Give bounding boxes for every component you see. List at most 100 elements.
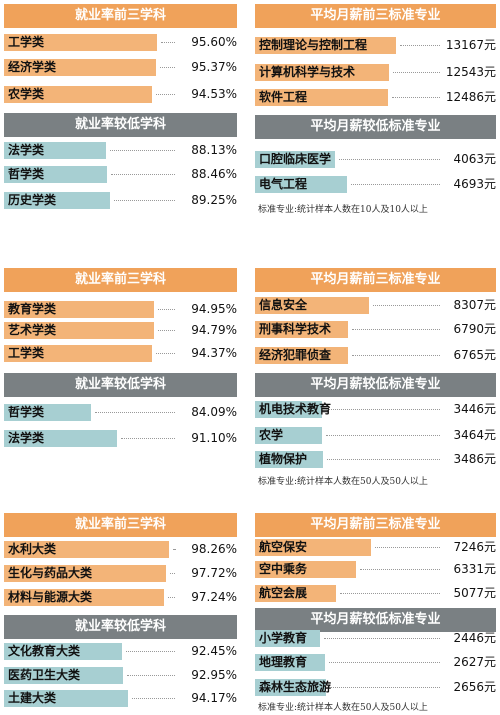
panel-3-leader-dots [339, 159, 440, 160]
panel-11-value-label: 2656元 [453, 680, 496, 694]
panel-8-value-label: 97.72% [191, 566, 237, 580]
panel-10-bar [255, 561, 356, 578]
panel-11-category-label: 森林生态旅游 [259, 680, 332, 694]
panel-3-row: 电气工程 4693元 [255, 176, 496, 193]
panel-4-title: 就业率前三学科 [4, 268, 237, 292]
panel-2-category-label: 计算机科学与技术 [259, 65, 356, 79]
panel-3-leader-dots [351, 184, 440, 185]
panel-9-leader-dots [132, 698, 175, 699]
panel-4-row: 教育学类 94.95% [4, 301, 237, 318]
panel-1-category-label: 历史学类 [8, 193, 57, 207]
panel-10-value-label: 6331元 [453, 562, 496, 576]
panel-2-leader-dots [392, 97, 440, 98]
panel-5-row: 法学类 91.10% [4, 430, 237, 447]
panel-9-bar [4, 690, 128, 707]
panel-2-category-label: 控制理论与控制工程 [259, 38, 368, 52]
panel-8-category-label: 水利大类 [8, 542, 57, 556]
panel-4-bar [4, 322, 154, 339]
panel-4-bar [4, 301, 154, 318]
panel-8-row: 生化与药品大类 97.72% [4, 565, 237, 582]
panel-8-bar [4, 541, 169, 558]
panel-0-bar [4, 86, 152, 103]
panel-8-bar [4, 565, 166, 582]
panel-2-bar [255, 64, 389, 81]
panel-10-row: 航空保安 7246元 [255, 539, 496, 556]
panel-0-bar [4, 59, 156, 76]
panel-9-category-label: 土建大类 [8, 691, 57, 705]
panel-5-title: 就业率较低学科 [4, 373, 237, 397]
panel-6-value-label: 6790元 [453, 322, 496, 336]
panel-0-row: 农学类 94.53% [4, 86, 237, 103]
panel-1-value-label: 88.13% [191, 143, 237, 157]
panel-3-category-label: 口腔临床医学 [259, 152, 332, 166]
note-1: 标准专业:统计样本人数在10人及10人以上 [258, 205, 428, 215]
panel-5-bar [4, 404, 91, 421]
panel-11-value-label: 2627元 [453, 655, 496, 669]
note-2: 标准专业:统计样本人数在50人及50人以上 [258, 477, 428, 487]
panel-11-bar [255, 679, 326, 696]
panel-11-bar [255, 654, 325, 671]
panel-11-title: 平均月薪较低标准专业 [255, 608, 496, 632]
note-3: 标准专业:统计样本人数在50人及50人以上 [258, 703, 428, 713]
panel-10-bar [255, 585, 336, 602]
panel-5-bar [4, 430, 117, 447]
panel-0-value-label: 95.60% [191, 35, 237, 49]
panel-10-bar [255, 539, 371, 556]
panel-6-bar [255, 347, 348, 364]
panel-9-title: 就业率较低学科 [4, 615, 237, 639]
panel-6-leader-dots [352, 329, 440, 330]
panel-4-leader-dots [158, 309, 175, 310]
panel-7-category-label: 机电技术教育 [259, 402, 332, 416]
panel-9-value-label: 92.45% [191, 644, 237, 658]
panel-10-category-label: 航空保安 [259, 540, 308, 554]
panel-10-category-label: 空中乘务 [259, 562, 308, 576]
panel-6-category-label: 经济犯罪侦查 [259, 348, 332, 362]
panel-10-row: 空中乘务 6331元 [255, 561, 496, 578]
panel-7-leader-dots [326, 435, 440, 436]
panel-6-category-label: 信息安全 [259, 298, 308, 312]
panel-8-category-label: 生化与药品大类 [8, 566, 93, 580]
panel-4-value-label: 94.37% [191, 346, 237, 360]
panel-10-value-label: 5077元 [453, 586, 496, 600]
panel-9-value-label: 92.95% [191, 668, 237, 682]
panel-8-leader-dots [168, 597, 175, 598]
panel-7-row: 机电技术教育 3446元 [255, 401, 496, 418]
panel-11-value-label: 2446元 [453, 631, 496, 645]
panel-6-row: 信息安全 8307元 [255, 297, 496, 314]
panel-8-leader-dots [173, 549, 175, 550]
panel-0-category-label: 经济学类 [8, 60, 57, 74]
panel-2-value-label: 12486元 [445, 90, 496, 104]
panel-6-row: 刑事科学技术 6790元 [255, 321, 496, 338]
panel-7-row: 农学 3464元 [255, 427, 496, 444]
panel-7-bar [255, 401, 322, 418]
panel-8-category-label: 材料与能源大类 [8, 590, 93, 604]
panel-5-leader-dots [95, 412, 175, 413]
panel-6-value-label: 6765元 [453, 348, 496, 362]
panel-11-leader-dots [330, 687, 440, 688]
panel-5-row: 哲学类 84.09% [4, 404, 237, 421]
panel-6-bar [255, 297, 369, 314]
panel-2-bar [255, 37, 396, 54]
panel-2-category-label: 软件工程 [259, 90, 308, 104]
panel-7-leader-dots [327, 459, 440, 460]
panel-8-leader-dots [170, 573, 175, 574]
panel-5-value-label: 84.09% [191, 405, 237, 419]
panel-1-category-label: 法学类 [8, 143, 45, 157]
panel-7-leader-dots [326, 409, 440, 410]
panel-4-leader-dots [156, 353, 175, 354]
panel-10-leader-dots [340, 593, 440, 594]
panel-11-leader-dots [324, 638, 440, 639]
panel-2-title: 平均月薪前三标准专业 [255, 4, 496, 28]
panel-0-category-label: 农学类 [8, 87, 45, 101]
panel-0-title: 就业率前三学科 [4, 4, 237, 28]
panel-11-row: 小学教育 2446元 [255, 630, 496, 647]
panel-2-value-label: 13167元 [445, 38, 496, 52]
panel-1-row: 法学类 88.13% [4, 142, 237, 159]
panel-8-row: 材料与能源大类 97.24% [4, 589, 237, 606]
panel-2-leader-dots [400, 45, 440, 46]
panel-10-leader-dots [375, 547, 440, 548]
panel-5-category-label: 哲学类 [8, 405, 45, 419]
panel-8-bar [4, 589, 164, 606]
panel-7-value-label: 3464元 [453, 428, 496, 442]
panel-3-row: 口腔临床医学 4063元 [255, 151, 496, 168]
